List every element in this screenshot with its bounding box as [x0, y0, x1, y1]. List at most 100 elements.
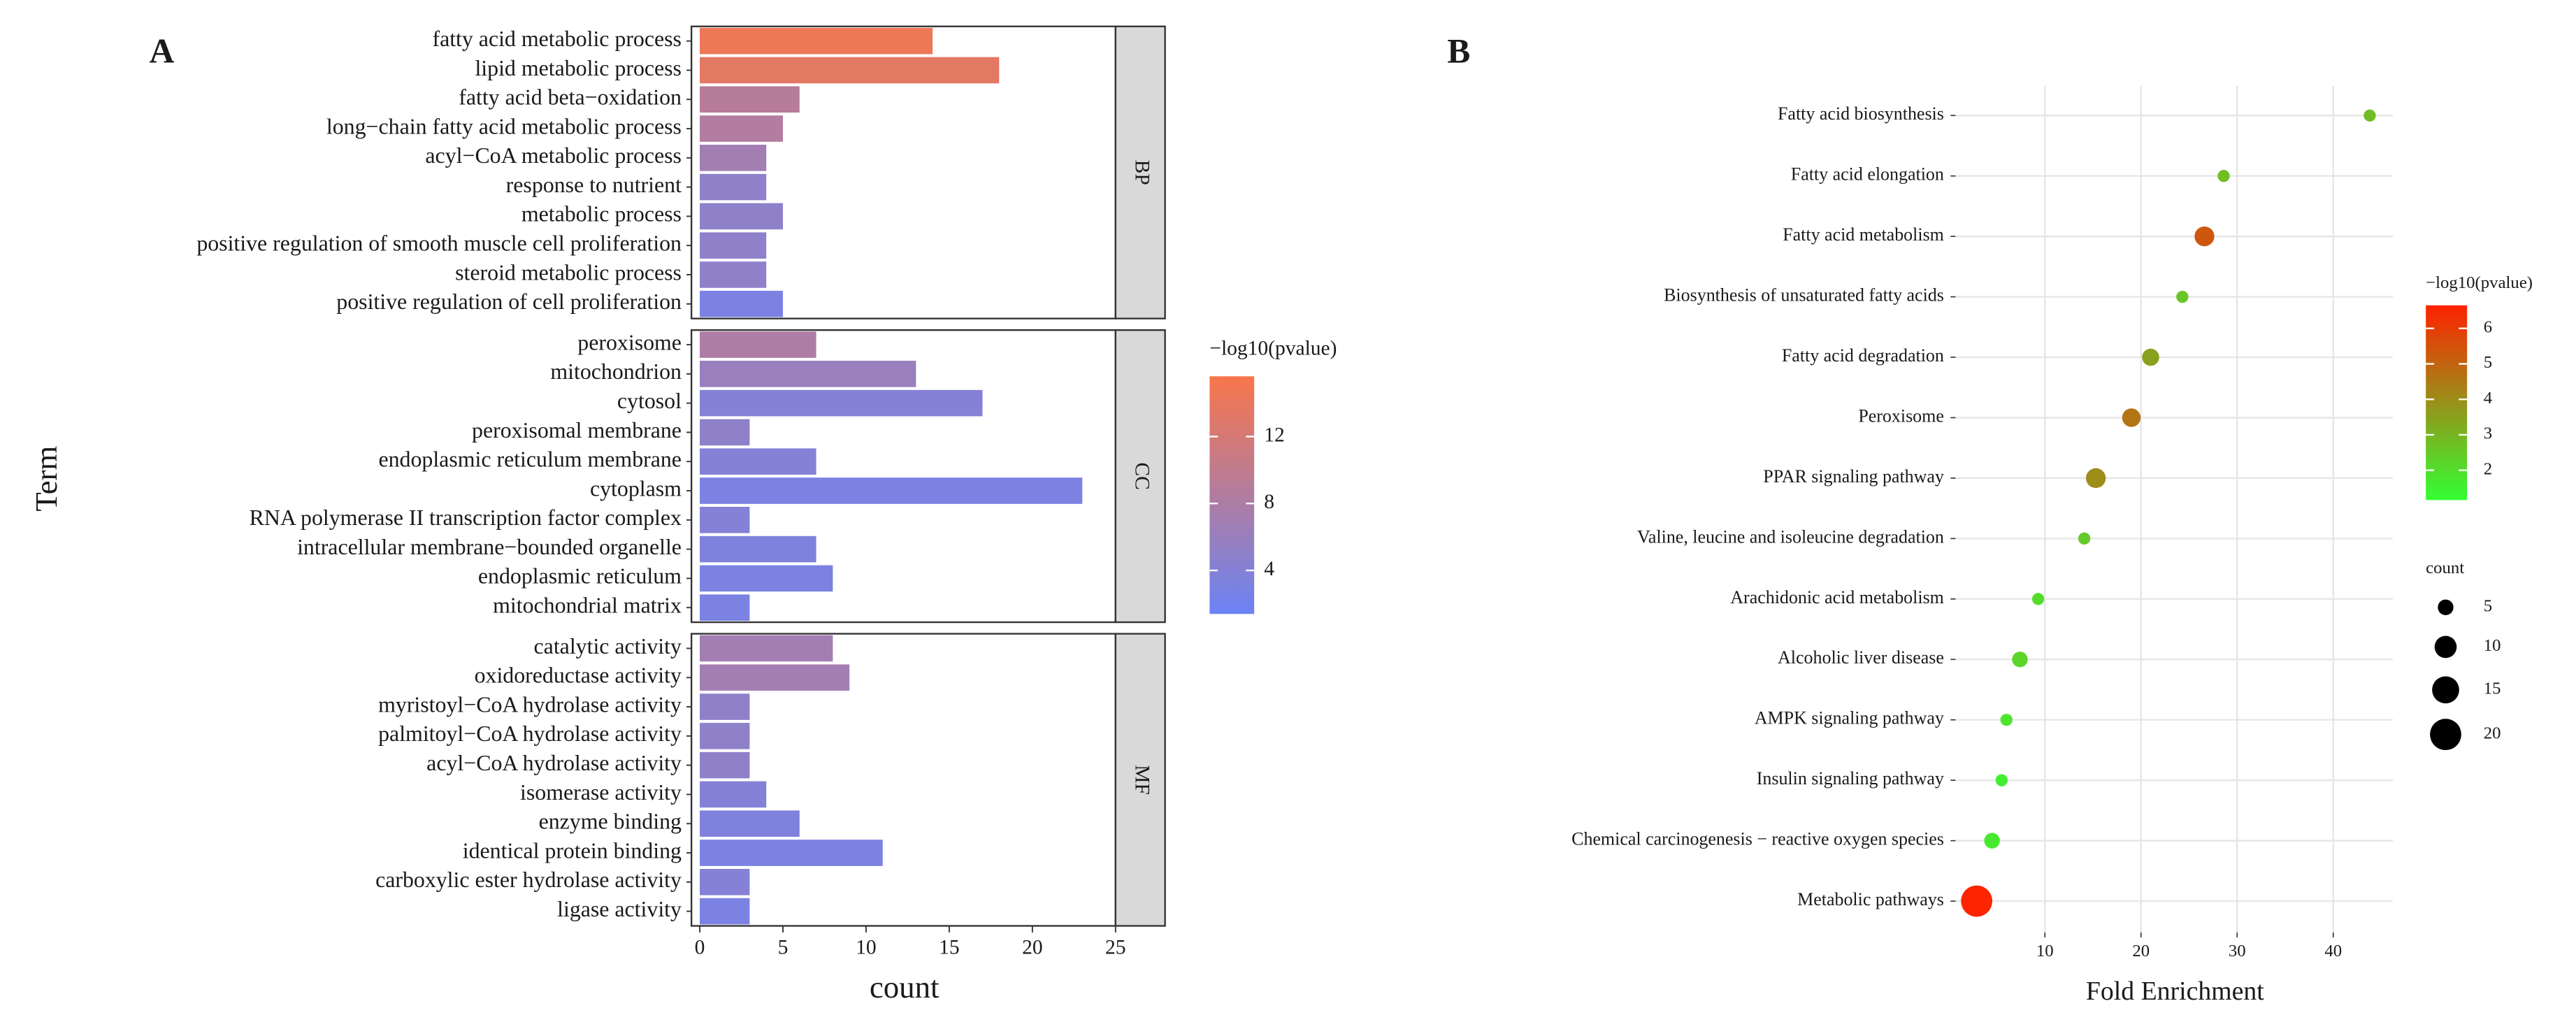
dot	[1995, 774, 2008, 786]
dot	[2363, 109, 2376, 122]
bar	[700, 290, 783, 317]
colorbar-label: 2	[2484, 459, 2492, 478]
category-label: ligase activity	[557, 897, 682, 921]
category-label: Peroxisome	[1858, 405, 1944, 426]
dot	[1961, 885, 1993, 917]
category-label: intracellular membrane−bounded organelle	[297, 535, 682, 559]
x-tick-label: 40	[2324, 942, 2342, 960]
category-label: fatty acid metabolic process	[432, 27, 681, 51]
category-label: acyl−CoA metabolic process	[425, 143, 682, 168]
category-label: metabolic process	[521, 202, 682, 226]
category-label: fatty acid beta−oxidation	[459, 85, 682, 110]
dot	[2012, 652, 2028, 668]
dot	[2078, 532, 2091, 545]
legend-title: −log10(pvalue)	[2426, 273, 2533, 292]
dot	[2194, 226, 2215, 247]
size-label: 20	[2484, 724, 2501, 742]
bar	[700, 331, 816, 358]
colorbar-label: 8	[1264, 491, 1274, 513]
bar	[700, 389, 983, 417]
size-key	[2430, 719, 2461, 751]
category-label: positive regulation of smooth muscle cel…	[196, 231, 682, 256]
size-key	[2432, 676, 2459, 704]
bar	[700, 27, 933, 55]
bar	[700, 840, 883, 866]
category-label: Valine, leucine and isoleucine degradati…	[1637, 526, 1944, 547]
category-label: positive regulation of cell proliferatio…	[336, 289, 682, 314]
colorbar-label: 5	[2484, 353, 2492, 372]
bar	[700, 261, 767, 288]
y-axis-title: Term	[29, 446, 64, 512]
category-label: long−chain fatty acid metabolic process	[326, 114, 682, 138]
x-tick-label: 10	[856, 936, 876, 958]
category-label: catalytic activity	[534, 634, 682, 658]
facet-strip	[1114, 25, 1166, 319]
category-label: identical protein binding	[463, 838, 682, 863]
category-label: isomerase activity	[520, 780, 682, 805]
category-label: Fatty acid elongation	[1791, 164, 1944, 185]
category-label: endoplasmic reticulum	[478, 564, 682, 589]
bar	[700, 810, 800, 837]
bar	[700, 869, 750, 895]
legend-title: count	[2426, 559, 2464, 577]
category-label: peroxisome	[577, 330, 682, 354]
category-label: cytosol	[617, 389, 682, 413]
x-tick-label: 5	[778, 936, 789, 958]
bar	[700, 507, 750, 533]
category-label: Chemical carcinogenesis − reactive oxyge…	[1571, 829, 1944, 849]
dot	[1984, 833, 2000, 849]
bar	[700, 448, 816, 475]
category-label: carboxylic ester hydrolase activity	[375, 868, 682, 892]
bar	[700, 115, 783, 142]
x-tick-label: 15	[939, 936, 959, 958]
dot	[2142, 348, 2159, 366]
colorbar-label: 6	[2484, 317, 2492, 336]
x-tick-label: 0	[695, 936, 705, 958]
category-label: response to nutrient	[506, 173, 682, 197]
size-key	[2438, 599, 2454, 616]
legend-title: −log10(pvalue)	[1209, 337, 1337, 359]
bar	[700, 419, 750, 446]
category-label: enzyme binding	[539, 809, 682, 834]
panel-label: A	[149, 31, 174, 70]
colorbar-label: 3	[2484, 424, 2492, 443]
bar	[700, 693, 750, 720]
size-key	[2434, 635, 2457, 658]
dot	[2000, 714, 2013, 726]
category-label: endoplasmic reticulum membrane	[378, 447, 681, 472]
category-label: steroid metabolic process	[455, 260, 682, 285]
x-tick-label: 20	[2132, 942, 2150, 960]
category-label: Biosynthesis of unsaturated fatty acids	[1664, 285, 1944, 305]
bar	[700, 751, 750, 779]
facet-label: BP	[1130, 160, 1153, 185]
category-label: AMPK signaling pathway	[1755, 708, 1944, 728]
category-label: mitochondrial matrix	[493, 593, 682, 618]
dot	[2085, 468, 2106, 489]
category-label: Alcoholic liver disease	[1778, 647, 1944, 668]
colorbar-label: 12	[1264, 424, 1284, 446]
dot	[2031, 593, 2045, 605]
bar	[700, 57, 1000, 84]
bar	[700, 203, 783, 230]
x-tick-label: 25	[1105, 936, 1125, 958]
dot	[2176, 290, 2189, 303]
bar	[700, 232, 767, 259]
bar	[700, 145, 767, 171]
size-label: 15	[2484, 679, 2501, 698]
bar	[700, 898, 750, 925]
colorbar	[2426, 305, 2468, 501]
bar	[700, 565, 833, 592]
colorbar-label: 4	[2484, 389, 2492, 408]
category-label: myristoyl−CoA hydrolase activity	[378, 692, 682, 717]
colorbar	[1209, 376, 1255, 614]
bar	[700, 361, 916, 387]
category-label: peroxisomal membrane	[472, 418, 682, 442]
size-label: 5	[2484, 597, 2492, 616]
bar	[700, 635, 833, 662]
bar	[700, 477, 1083, 504]
bar	[700, 535, 816, 563]
facet-strip	[1114, 329, 1166, 624]
